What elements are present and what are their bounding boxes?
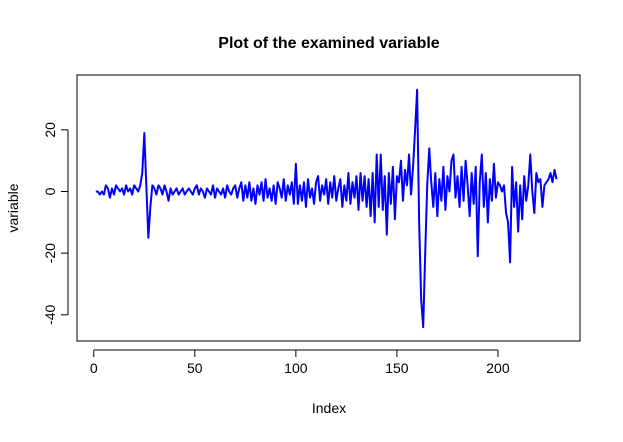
x-tick-label: 100 [284, 360, 308, 376]
x-tick-label: 0 [90, 360, 98, 376]
y-tick-label: -40 [42, 304, 58, 324]
data-line [95, 88, 558, 329]
y-tick-label: 0 [42, 187, 58, 195]
x-tick-label: 50 [187, 360, 203, 376]
x-tick-label: 150 [385, 360, 409, 376]
y-tick-label: 20 [42, 122, 58, 138]
y-axis-label: variable [5, 183, 21, 232]
y-tick-label: -20 [42, 243, 58, 263]
plot-box [76, 74, 581, 342]
x-axis-label: Index [312, 400, 346, 416]
chart-title: Plot of the examined variable [218, 35, 440, 52]
x-tick-label: 200 [486, 360, 510, 376]
